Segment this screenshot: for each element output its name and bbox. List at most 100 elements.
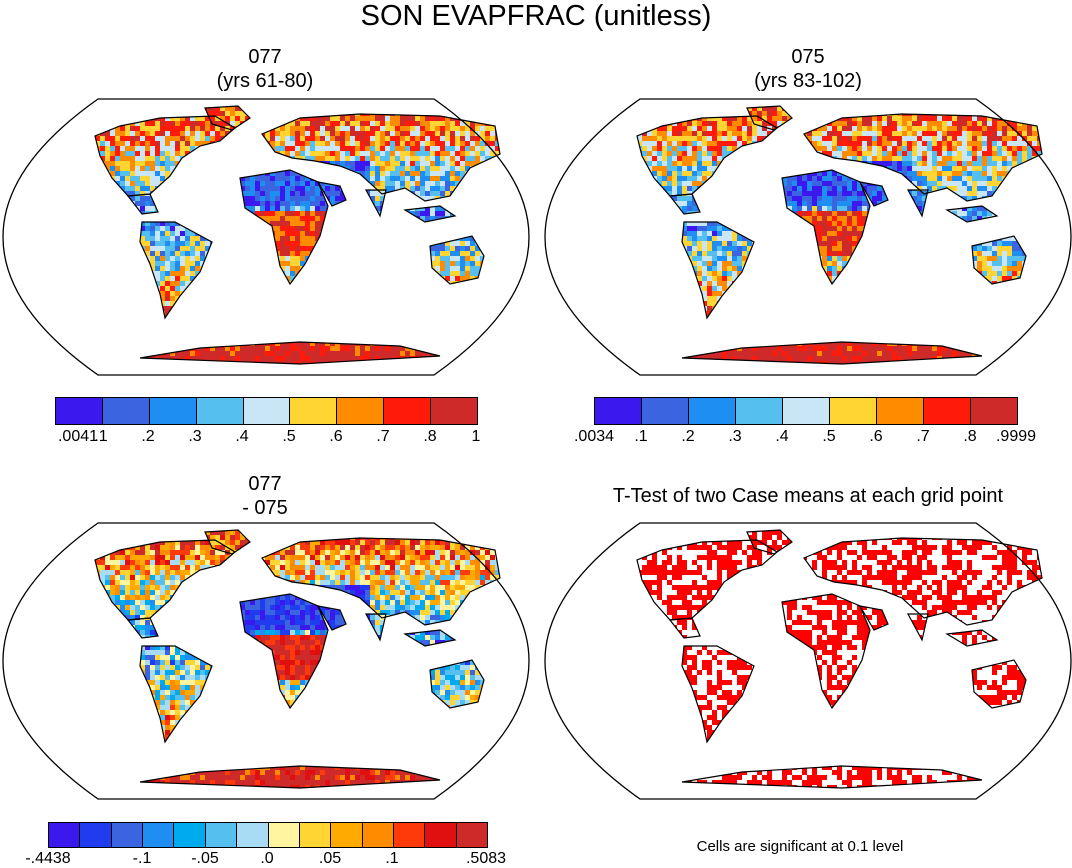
- map-border: [544, 98, 1072, 376]
- cb3-tick: .1: [385, 850, 398, 868]
- cb3-swatch: [456, 823, 488, 847]
- cb2-tick: .7: [916, 428, 929, 446]
- coastline: [126, 617, 159, 639]
- cb2-tick: .4: [775, 428, 788, 446]
- cb3-swatch: [49, 823, 81, 847]
- panel1-title-years: (yrs 61-80): [165, 70, 365, 93]
- cb3-swatch: [237, 823, 269, 847]
- coastline: [429, 235, 485, 285]
- cb2-swatch: [971, 398, 1017, 424]
- coastline: [261, 113, 501, 202]
- coastline: [429, 659, 485, 709]
- coastline: [668, 193, 701, 215]
- cb3-swatch: [362, 823, 394, 847]
- coastline: [94, 115, 237, 197]
- coastline: [945, 205, 999, 223]
- coastline: [364, 189, 387, 218]
- panel2-title-years: (yrs 83-102): [708, 70, 908, 93]
- cb1-swatch: [196, 398, 244, 424]
- coastline: [746, 105, 793, 131]
- cb3-swatch: [331, 823, 363, 847]
- coastline: [681, 765, 983, 789]
- cb1-swatch: [149, 398, 197, 424]
- coastline: [94, 539, 237, 621]
- coastline: [746, 529, 793, 555]
- coastline: [781, 593, 871, 710]
- cb1-tick: .5: [282, 428, 295, 446]
- map-panel-difference: [2, 522, 530, 800]
- cb3-swatch: [299, 823, 332, 847]
- coastline: [316, 605, 347, 631]
- cb1-swatch: [290, 398, 338, 424]
- cb1-tick: .6: [329, 428, 342, 446]
- cb2-swatch: [642, 398, 689, 424]
- significance-note: Cells are significant at 0.1 level: [600, 838, 1000, 855]
- cb1-tick: .8: [423, 428, 436, 446]
- cb3-swatch: [80, 823, 112, 847]
- cb1-tick: .3: [188, 428, 201, 446]
- cb1-tick: .1: [94, 428, 107, 446]
- cb1-tick: .7: [376, 428, 389, 446]
- cb2-swatch: [736, 398, 783, 424]
- coastline: [858, 181, 889, 207]
- panel1-title-case: 077: [165, 46, 365, 69]
- coastline: [781, 169, 871, 286]
- coastline: [945, 629, 999, 647]
- map-panel-077: [2, 98, 530, 376]
- cb1-tick: 1: [472, 428, 481, 446]
- cb2-tick: .6: [869, 428, 882, 446]
- cb2-tick: .8: [963, 428, 976, 446]
- cb3-tick: .0: [260, 850, 273, 868]
- coastline: [239, 169, 329, 286]
- coastline: [668, 617, 701, 639]
- cb2-tick: .0034: [574, 428, 614, 446]
- cb1-swatch: [243, 398, 291, 424]
- coastline: [858, 605, 889, 631]
- cb3-tick: .5083: [466, 850, 506, 868]
- cb1-swatch: [431, 398, 478, 424]
- coastline: [316, 181, 347, 207]
- cb1-tick: .2: [141, 428, 154, 446]
- cb2-swatch: [877, 398, 924, 424]
- colorbar-difference: [48, 822, 488, 848]
- cb2-tick: .2: [681, 428, 694, 446]
- main-title: SON EVAPFRAC (unitless): [0, 0, 1072, 33]
- cb1-swatch: [384, 398, 432, 424]
- cb3-tick: .05: [319, 850, 341, 868]
- coastline: [803, 537, 1043, 626]
- cb1-swatch: [56, 398, 103, 424]
- colorbar-075: [594, 397, 1018, 425]
- land-fill-cells: [95, 530, 500, 788]
- cb3-tick: -.4438: [25, 850, 70, 868]
- coastline: [636, 539, 779, 621]
- coastline: [906, 189, 929, 218]
- coastline: [971, 659, 1027, 709]
- cb2-swatch: [689, 398, 736, 424]
- cb3-swatch: [268, 823, 300, 847]
- land-fill-cells: [95, 106, 500, 364]
- panel3-title-diff: - 075: [165, 497, 365, 520]
- cb3-swatch: [111, 823, 144, 847]
- coastline: [139, 765, 441, 789]
- cb2-swatch: [924, 398, 971, 424]
- cb2-tick: .5: [822, 428, 835, 446]
- coastline: [803, 113, 1043, 202]
- cb2-tick: .1: [634, 428, 647, 446]
- coastline: [906, 613, 929, 642]
- coastline: [364, 613, 387, 642]
- cb3-swatch: [425, 823, 457, 847]
- coastline: [204, 529, 251, 555]
- cb3-swatch: [174, 823, 206, 847]
- coastline: [636, 115, 779, 197]
- cb3-swatch: [393, 823, 426, 847]
- coastline: [139, 221, 213, 320]
- coastline: [971, 235, 1027, 285]
- coastline: [139, 645, 213, 744]
- coastline: [139, 341, 441, 365]
- map-panel-075: [544, 98, 1072, 376]
- panel2-title-case: 075: [708, 46, 908, 69]
- map-border: [2, 522, 530, 800]
- cb1-tick: .4: [235, 428, 248, 446]
- cb2-swatch: [595, 398, 642, 424]
- cb2-tick: .3: [728, 428, 741, 446]
